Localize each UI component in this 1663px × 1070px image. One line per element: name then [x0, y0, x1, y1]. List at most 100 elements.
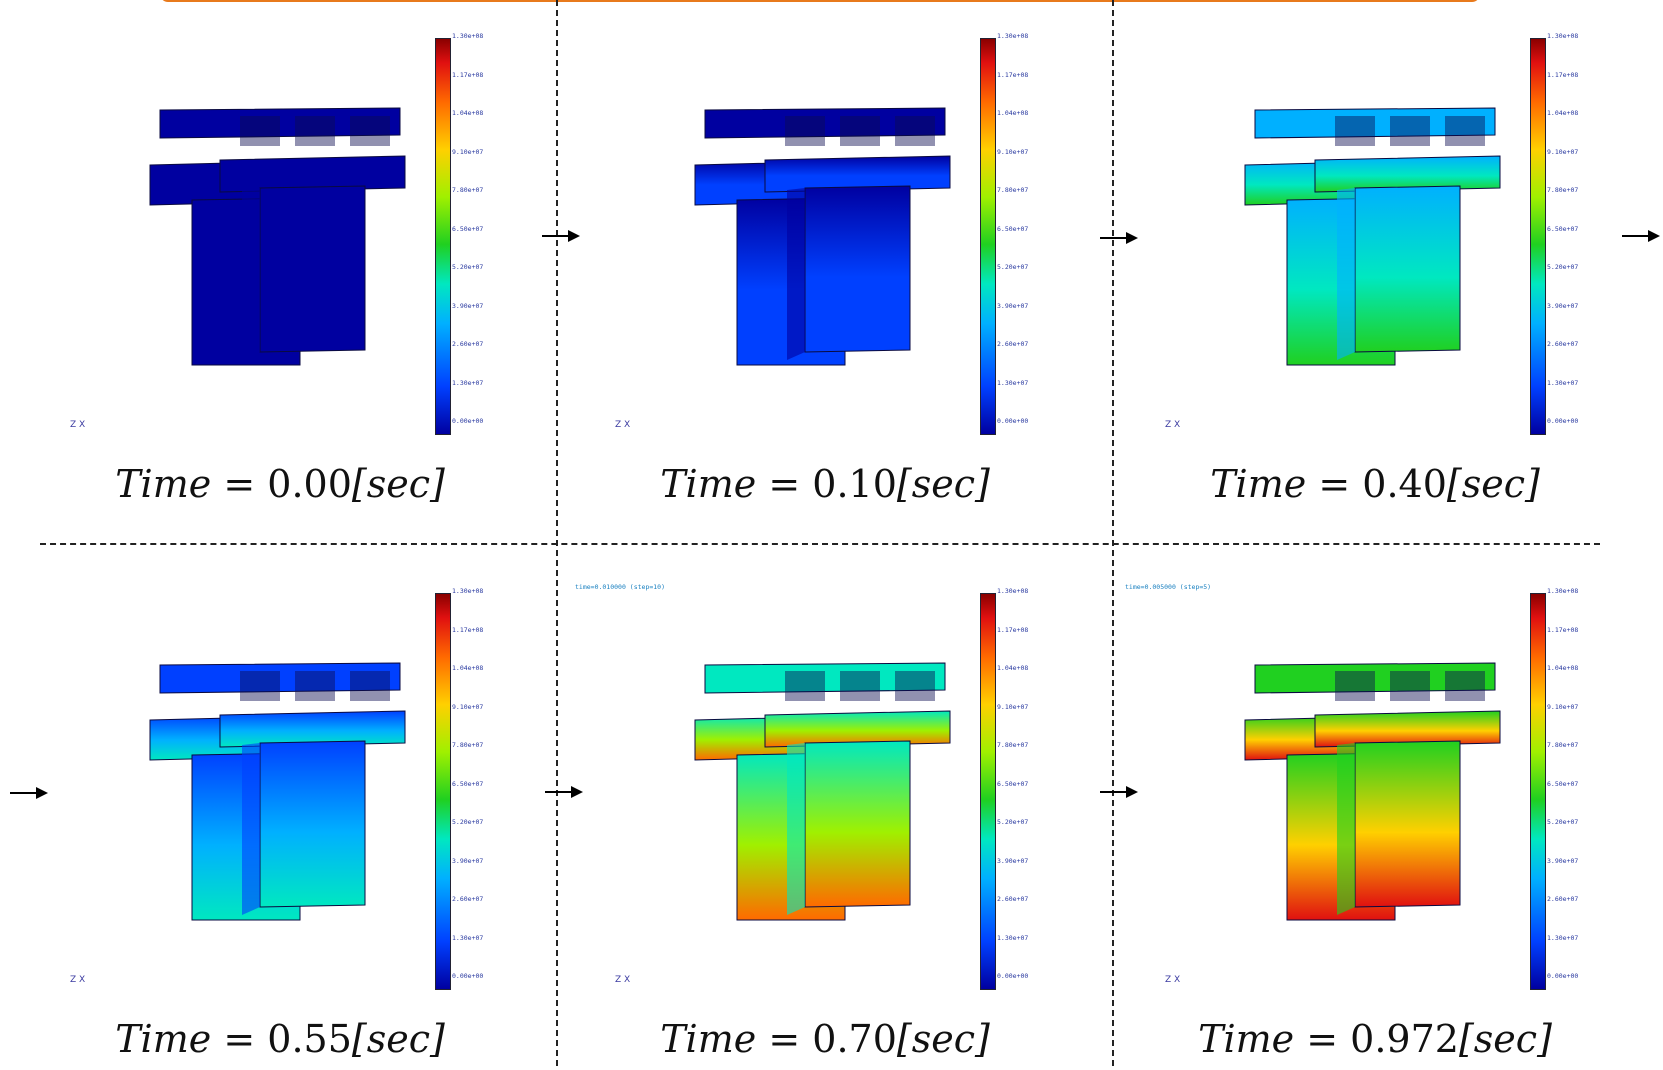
- pier-column-front: [259, 740, 366, 908]
- colorbar: [1530, 593, 1546, 990]
- colorbar-tick-label: 1.04e+08: [997, 664, 1029, 672]
- colorbar-tick-label: 3.90e+07: [1547, 301, 1579, 310]
- axis-triad-icon: Z X: [615, 420, 631, 430]
- simulation-panel: 1.30e+08 1.17e+08 1.04e+08 9.10e+07 7.80e+07…: [565, 0, 1085, 515]
- colorbar-tick-label: 2.60e+07: [452, 895, 484, 903]
- pier-cap-front: [1314, 155, 1501, 193]
- axis-triad-icon: Z X: [70, 975, 86, 985]
- colorbar-tick-label: 1.17e+08: [452, 70, 484, 79]
- pier-column-front: [259, 185, 366, 353]
- arrow-right-icon: [1100, 232, 1138, 244]
- colorbar-tick-label: 3.90e+07: [1547, 856, 1579, 865]
- axis-triad-icon: Z X: [615, 975, 631, 985]
- pier-column-front: [804, 185, 911, 353]
- time-caption: Time = 0.00[sec]: [115, 462, 445, 506]
- colorbar-tick-label: 1.30e+08: [452, 32, 484, 40]
- colorbar-tick-label: 1.04e+08: [1547, 664, 1579, 672]
- colorbar-tick-label: 6.50e+07: [997, 779, 1029, 788]
- colorbar: [980, 593, 996, 990]
- time-caption: Time = 0.70[sec]: [660, 1017, 990, 1061]
- colorbar-tick-label: 1.30e+08: [997, 587, 1029, 595]
- colorbar: [435, 593, 451, 990]
- colorbar-tick-label: 1.04e+08: [452, 664, 484, 672]
- divider-vertical-2: [1112, 0, 1114, 1066]
- colorbar-tick-label: 7.80e+07: [1547, 186, 1579, 194]
- colorbar-tick-label: 6.50e+07: [1547, 224, 1579, 233]
- colorbar-tick-label: 2.60e+07: [997, 895, 1029, 903]
- arrow-right-icon: [545, 786, 583, 798]
- pier-cap-front: [764, 155, 951, 193]
- divider-vertical-1: [556, 0, 558, 1066]
- colorbar-tick-label: 3.90e+07: [452, 856, 484, 865]
- colorbar: [1530, 38, 1546, 435]
- colorbar-tick-label: 2.60e+07: [452, 340, 484, 348]
- colorbar-tick-label: 6.50e+07: [1547, 779, 1579, 788]
- colorbar-tick-label: 1.17e+08: [1547, 70, 1579, 79]
- colorbar-tick-label: 1.30e+07: [452, 378, 484, 387]
- arrow-right-icon: [10, 787, 48, 799]
- deck-girder: [704, 662, 946, 694]
- pier-model-render: [694, 107, 951, 366]
- colorbar-tick-label: 2.60e+07: [1547, 895, 1579, 903]
- colorbar-tick-label: 9.10e+07: [1547, 702, 1579, 711]
- pier-cap-front: [764, 710, 951, 748]
- colorbar-tick-label: 5.20e+07: [1547, 263, 1579, 271]
- colorbar-tick-label: 9.10e+07: [452, 147, 484, 156]
- pier-column-front: [1354, 185, 1461, 353]
- colorbar-tick-label: 2.60e+07: [997, 340, 1029, 348]
- colorbar-tick-label: 1.30e+08: [1547, 587, 1579, 595]
- axis-triad-icon: Z X: [70, 420, 86, 430]
- pier-column-front: [1354, 740, 1461, 908]
- pier-model-render: [1244, 107, 1501, 366]
- colorbar-tick-label: 3.90e+07: [997, 856, 1029, 865]
- colorbar-tick-label: 1.30e+07: [1547, 933, 1579, 942]
- simulation-panel: time=0.005000 (step=5) 1.30e+08 1: [1115, 555, 1635, 1070]
- colorbar-tick-label: 7.80e+07: [452, 186, 484, 194]
- colorbar-tick-label: 1.17e+08: [452, 625, 484, 634]
- colorbar-tick-label: 3.90e+07: [997, 301, 1029, 310]
- colorbar-tick-label: 0.00e+00: [452, 417, 484, 425]
- colorbar-tick-label: 1.30e+07: [1547, 378, 1579, 387]
- colorbar-tick-label: 9.10e+07: [997, 147, 1029, 156]
- deck-girder: [1254, 107, 1496, 139]
- time-caption: Time = 0.55[sec]: [115, 1017, 445, 1061]
- colorbar-tick-label: 7.80e+07: [997, 186, 1029, 194]
- time-caption: Time = 0.972[sec]: [1198, 1017, 1552, 1061]
- colorbar-tick-label: 9.10e+07: [452, 702, 484, 711]
- colorbar-tick-label: 0.00e+00: [997, 417, 1029, 425]
- colorbar-ticks: 1.30e+08 1.17e+08 1.04e+08 9.10e+07 7.80e+07…: [997, 32, 1057, 432]
- time-caption: Time = 0.10[sec]: [660, 462, 990, 506]
- simulation-panel: time=0.010000 (step=10) 1.30e+08: [565, 555, 1085, 1070]
- colorbar-tick-label: 6.50e+07: [997, 224, 1029, 233]
- axis-triad-icon: Z X: [1165, 420, 1181, 430]
- colorbar-tick-label: 0.00e+00: [1547, 417, 1579, 425]
- simulation-panel: 1.30e+08 1.17e+08 1.04e+08 9.10e+07 7.80e+07…: [20, 0, 540, 515]
- step-label: time=0.010000 (step=10): [575, 583, 666, 591]
- colorbar-tick-label: 5.20e+07: [1547, 818, 1579, 826]
- colorbar-tick-label: 1.17e+08: [997, 625, 1029, 634]
- colorbar-ticks: 1.30e+08 1.17e+08 1.04e+08 9.10e+07 7.80e+07…: [452, 32, 512, 432]
- colorbar-tick-label: 1.17e+08: [997, 70, 1029, 79]
- pier-cap-front: [1314, 710, 1501, 748]
- colorbar-tick-label: 2.60e+07: [1547, 340, 1579, 348]
- colorbar: [435, 38, 451, 435]
- colorbar-tick-label: 5.20e+07: [452, 263, 484, 271]
- colorbar-tick-label: 1.30e+08: [997, 32, 1029, 40]
- pier-model-render: [149, 662, 406, 921]
- colorbar-ticks: 1.30e+08 1.17e+08 1.04e+08 9.10e+07 7.80e+07…: [997, 587, 1057, 987]
- simulation-panel: 1.30e+08 1.17e+08 1.04e+08 9.10e+07 7.80e+07…: [20, 555, 540, 1070]
- pier-model-render: [1244, 662, 1501, 921]
- pier-cap-front: [219, 155, 406, 193]
- colorbar-tick-label: 7.80e+07: [452, 741, 484, 749]
- colorbar-tick-label: 1.30e+08: [1547, 32, 1579, 40]
- colorbar-tick-label: 1.04e+08: [452, 109, 484, 117]
- colorbar-tick-label: 9.10e+07: [997, 702, 1029, 711]
- colorbar-tick-label: 1.30e+07: [997, 933, 1029, 942]
- colorbar-tick-label: 6.50e+07: [452, 779, 484, 788]
- colorbar-tick-label: 1.04e+08: [1547, 109, 1579, 117]
- axis-triad-icon: Z X: [1165, 975, 1181, 985]
- arrow-right-icon: [1622, 230, 1660, 242]
- colorbar-tick-label: 1.04e+08: [997, 109, 1029, 117]
- colorbar-tick-label: 7.80e+07: [1547, 741, 1579, 749]
- colorbar-tick-label: 1.30e+08: [452, 587, 484, 595]
